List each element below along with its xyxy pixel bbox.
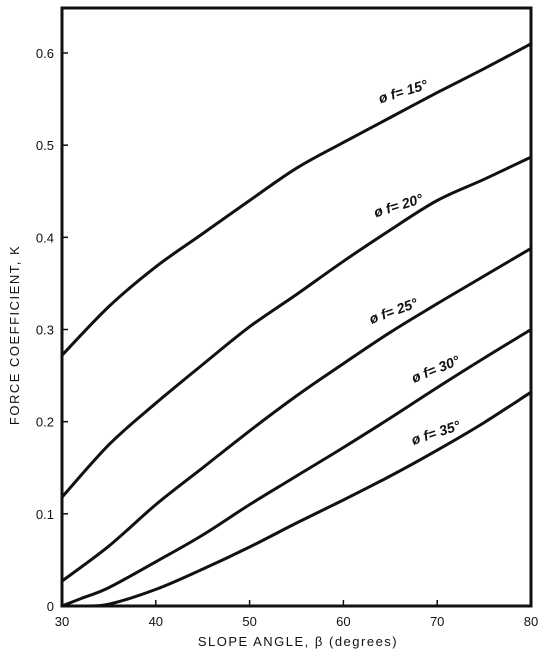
series-label-4: ø f= 30° <box>409 352 462 386</box>
series-label-3: ø f= 25° <box>367 294 420 326</box>
series-label-5: ø f= 35° <box>409 417 462 448</box>
y-axis-title: FORCE COEFFICIENT, K <box>7 245 22 425</box>
series-line-4 <box>60 328 533 608</box>
y-tick-label: 0.1 <box>36 507 54 522</box>
series-label-2: ø f= 20° <box>372 190 425 220</box>
x-tick-label: 40 <box>149 614 163 629</box>
series-line-1 <box>60 42 533 357</box>
axis-tick-labels: 30 40 50 60 70 80 0 0.1 0.2 0.3 0.4 0.5 0.6 <box>36 46 538 629</box>
y-tick-label: 0 <box>47 599 54 614</box>
series-labels: ø f= 15°ø f= 20°ø f= 25°ø f= 30°ø f= 35° <box>367 76 463 448</box>
series-line-2 <box>60 155 533 499</box>
x-tick-label: 60 <box>336 614 350 629</box>
series-line-3 <box>60 246 533 583</box>
series-line-5 <box>79 390 533 608</box>
plot-frame <box>60 6 533 608</box>
y-axis-label: FORCE COEFFICIENT, K <box>7 245 22 425</box>
y-tick-label: 0.5 <box>36 138 54 153</box>
x-tick-label: 70 <box>430 614 444 629</box>
y-tick-label: 0.6 <box>36 46 54 61</box>
x-tick-label: 50 <box>242 614 256 629</box>
x-tick-label: 30 <box>55 614 69 629</box>
y-tick-label: 0.2 <box>36 415 54 430</box>
y-tick-label: 0.4 <box>36 230 54 245</box>
x-tick-label: 80 <box>524 614 538 629</box>
x-axis-label: SLOPE ANGLE, β (degrees) <box>198 634 398 649</box>
y-tick-label: 0.3 <box>36 323 54 338</box>
series-lines <box>60 42 533 608</box>
